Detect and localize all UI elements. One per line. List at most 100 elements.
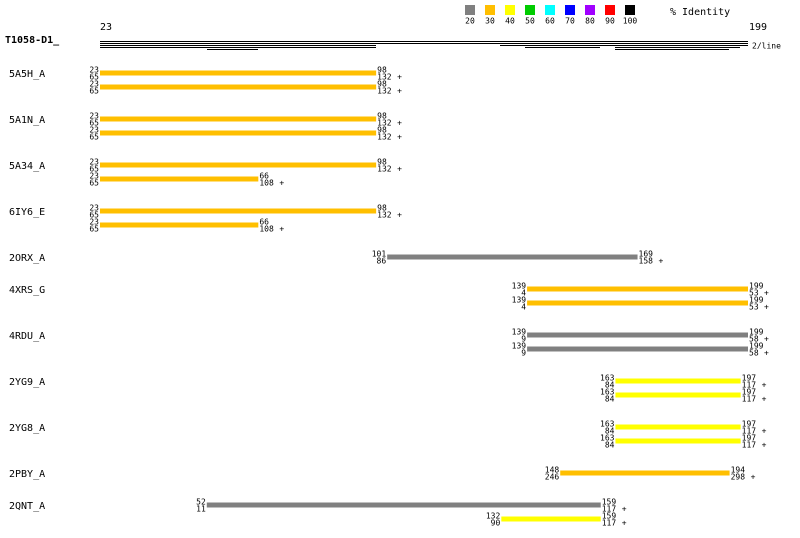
query-end: 197 bbox=[742, 434, 757, 443]
alignment-bar bbox=[560, 470, 730, 476]
query-start: 139 bbox=[512, 328, 527, 337]
alignment-bar bbox=[100, 162, 377, 168]
strand: + bbox=[279, 225, 284, 234]
target-end: 53 bbox=[749, 303, 759, 312]
alignment-bar bbox=[527, 346, 748, 352]
strand: + bbox=[622, 505, 627, 514]
strand: + bbox=[762, 427, 767, 436]
alignment-bar bbox=[527, 332, 748, 338]
legend-label: 30 bbox=[485, 17, 495, 26]
query-start: 139 bbox=[512, 282, 527, 291]
hit-name: 5A1N_A bbox=[9, 115, 45, 126]
target-end: 117 bbox=[742, 427, 757, 436]
alignment-bar bbox=[615, 392, 741, 398]
strand: + bbox=[397, 73, 402, 82]
target-start: 65 bbox=[89, 211, 99, 220]
target-end: 117 bbox=[602, 505, 617, 514]
legend-label: 50 bbox=[525, 17, 535, 26]
legend-swatch bbox=[525, 5, 535, 15]
legend-swatch bbox=[505, 5, 515, 15]
target-start: 246 bbox=[545, 473, 560, 482]
alignment-bar bbox=[100, 84, 377, 90]
target-start: 65 bbox=[89, 73, 99, 82]
query-start: 139 bbox=[512, 296, 527, 305]
target-end: 132 bbox=[377, 211, 392, 220]
query-end: 197 bbox=[742, 374, 757, 383]
alignment-bar bbox=[527, 300, 748, 306]
strand: + bbox=[279, 179, 284, 188]
strand: + bbox=[397, 119, 402, 128]
target-start: 90 bbox=[491, 519, 501, 528]
legend-swatch bbox=[465, 5, 475, 15]
legend-swatch bbox=[565, 5, 575, 15]
alignment-bar bbox=[100, 116, 377, 122]
query-start: 139 bbox=[512, 342, 527, 351]
alignment-bar bbox=[100, 70, 377, 76]
strand: + bbox=[397, 133, 402, 142]
query-start: 163 bbox=[600, 374, 615, 383]
hit-name: 2YG8_A bbox=[9, 423, 45, 434]
legend-label: 40 bbox=[505, 17, 515, 26]
legend-swatch bbox=[605, 5, 615, 15]
target-start: 65 bbox=[89, 165, 99, 174]
target-end: 108 bbox=[259, 179, 274, 188]
strand: + bbox=[764, 303, 769, 312]
query-end: 199 bbox=[749, 282, 764, 291]
query-start: 101 bbox=[372, 250, 387, 259]
query-end: 98 bbox=[377, 204, 387, 213]
query-end: 199 bbox=[749, 328, 764, 337]
alignment-bar bbox=[501, 516, 601, 522]
target-end: 132 bbox=[377, 133, 392, 142]
target-end: 117 bbox=[742, 395, 757, 404]
target-end: 132 bbox=[377, 87, 392, 96]
query-coverage bbox=[100, 41, 748, 50]
strand: + bbox=[762, 395, 767, 404]
legend-swatch bbox=[585, 5, 595, 15]
target-start: 65 bbox=[89, 119, 99, 128]
hit-name: 2YG9_A bbox=[9, 377, 45, 388]
alignment-bar bbox=[206, 502, 601, 508]
query-start: 148 bbox=[545, 466, 560, 475]
query-end: 66 bbox=[259, 218, 269, 227]
query-end: 159 bbox=[602, 498, 617, 507]
alignment-bar bbox=[100, 176, 259, 182]
query-start: 163 bbox=[600, 420, 615, 429]
strand: + bbox=[762, 441, 767, 450]
strand: + bbox=[397, 87, 402, 96]
target-end: 117 bbox=[742, 381, 757, 390]
query-start: 23 bbox=[100, 22, 112, 33]
alignment-bar bbox=[615, 438, 741, 444]
query-end: 199 bbox=[749, 296, 764, 305]
strand: + bbox=[659, 257, 664, 266]
hit-name: 4XRS_G bbox=[9, 285, 45, 296]
target-end: 117 bbox=[742, 441, 757, 450]
query-start: 23 bbox=[89, 80, 99, 89]
strand: + bbox=[764, 289, 769, 298]
query-end: 98 bbox=[377, 80, 387, 89]
strand: + bbox=[751, 473, 756, 482]
alignment-bar bbox=[387, 254, 638, 260]
target-start: 84 bbox=[605, 395, 615, 404]
hit-name: 6IY6_E bbox=[9, 207, 45, 218]
legend-swatch bbox=[485, 5, 495, 15]
query-end: 98 bbox=[377, 126, 387, 135]
legend-label: 70 bbox=[565, 17, 575, 26]
query-end: 98 bbox=[377, 112, 387, 121]
hit-name: 4RDU_A bbox=[9, 331, 45, 342]
strand: + bbox=[764, 349, 769, 358]
query-start: 23 bbox=[89, 172, 99, 181]
query-start: 23 bbox=[89, 66, 99, 75]
target-start: 9 bbox=[521, 349, 526, 358]
target-end: 158 bbox=[639, 257, 654, 266]
target-start: 86 bbox=[377, 257, 387, 266]
legend-title: % Identity bbox=[670, 7, 730, 18]
strand: + bbox=[397, 211, 402, 220]
query-name: T1058-D1_ bbox=[5, 35, 60, 46]
query-end: 159 bbox=[602, 512, 617, 521]
target-start: 84 bbox=[605, 441, 615, 450]
query-end: 197 bbox=[742, 388, 757, 397]
target-end: 53 bbox=[749, 289, 759, 298]
target-start: 65 bbox=[89, 225, 99, 234]
strand: + bbox=[622, 519, 627, 528]
target-start: 9 bbox=[521, 335, 526, 344]
